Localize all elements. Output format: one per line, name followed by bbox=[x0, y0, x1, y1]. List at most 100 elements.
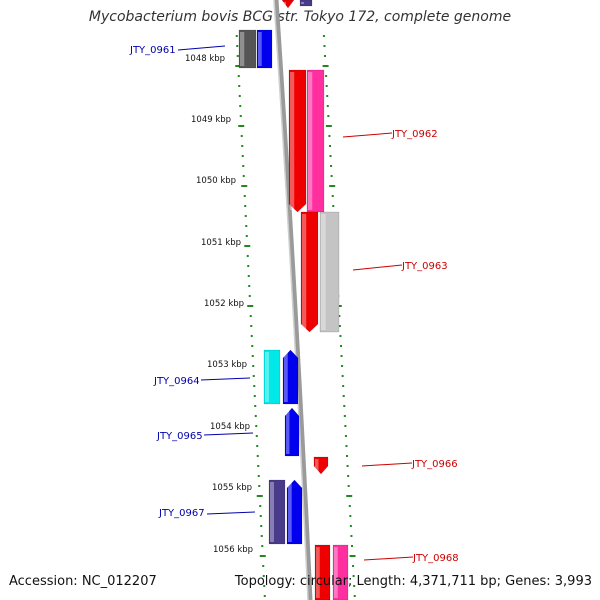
guide-dot-right bbox=[352, 565, 355, 567]
gene-label-leader bbox=[352, 264, 403, 271]
guide-dot-left bbox=[243, 195, 246, 197]
guide-dot-right bbox=[341, 375, 344, 377]
gene-jty0967-purple-shine bbox=[270, 482, 274, 542]
backbone-highlight bbox=[273, 0, 309, 600]
tick-label: 1052 kbp bbox=[204, 299, 244, 309]
guide-dot-right bbox=[353, 595, 356, 597]
guide-dot-right bbox=[330, 175, 333, 177]
guide-dot-right bbox=[325, 125, 332, 127]
guide-dot-right bbox=[349, 515, 352, 517]
guide-dot-left bbox=[258, 485, 261, 487]
guide-dot-right bbox=[340, 355, 343, 357]
gene-jty0967-blue-shine bbox=[288, 482, 292, 542]
guide-dot-left bbox=[256, 455, 259, 457]
guide-dot-left bbox=[239, 115, 242, 117]
guide-dot-left bbox=[259, 505, 262, 507]
guide-dot-left bbox=[255, 425, 258, 427]
gene-jty0967-purple bbox=[268, 479, 286, 545]
guide-dot-left bbox=[249, 315, 252, 317]
guide-dot-right bbox=[347, 475, 350, 477]
gene-jty0968-red-shine bbox=[316, 547, 320, 598]
guide-dot-left bbox=[263, 595, 266, 597]
gene-top-purple bbox=[299, 0, 313, 7]
gene-jty0968-pink-shine bbox=[334, 547, 338, 598]
guide-dot-right bbox=[353, 585, 356, 587]
guide-dot-left bbox=[254, 415, 257, 417]
gene-top-red bbox=[281, 0, 295, 9]
guide-dot-left bbox=[261, 545, 264, 547]
guide-dot-right bbox=[329, 185, 336, 187]
guide-dot-left bbox=[241, 155, 244, 157]
guide-dot-left bbox=[248, 295, 251, 297]
guide-dot-right bbox=[348, 505, 351, 507]
gene-jty0963-gray-shine bbox=[321, 214, 326, 330]
guide-dot-left bbox=[245, 225, 248, 227]
gene-label-jty_0963: JTY_0963 bbox=[401, 261, 448, 272]
gene-label-leader bbox=[361, 462, 413, 467]
guide-dot-left bbox=[252, 375, 255, 377]
guide-dot-left bbox=[250, 325, 253, 327]
tick-labels: 1048 kbp 1049 kbp 1050 kbp 1051 kbp 1052 kbp… bbox=[185, 54, 253, 555]
gene-jty0966-red bbox=[313, 456, 329, 475]
guide-dot-right bbox=[350, 545, 353, 547]
tick-label: 1048 kbp bbox=[185, 54, 225, 64]
guide-dot-left bbox=[247, 275, 250, 277]
guide-dot-right bbox=[332, 205, 335, 207]
guide-dot-right bbox=[326, 105, 329, 107]
guide-dot-left bbox=[244, 245, 251, 247]
guide-dot-right bbox=[344, 425, 347, 427]
guide-dot-left bbox=[246, 255, 249, 257]
guide-dot-right bbox=[346, 465, 349, 467]
gene-jty0961-gray-shine bbox=[240, 32, 245, 66]
gene-jty0961-gray bbox=[238, 29, 257, 69]
gene-jty0965-blue-shine bbox=[286, 410, 290, 454]
guide-dot-right bbox=[324, 55, 327, 57]
dotted-guides bbox=[235, 35, 356, 597]
gene-label-leader bbox=[206, 511, 256, 515]
guide-dot-left bbox=[242, 175, 245, 177]
gene-label-leader bbox=[363, 556, 414, 561]
gene-jty0963-gray bbox=[319, 211, 340, 333]
gene-label-jty_0965: JTY_0965 bbox=[156, 431, 203, 442]
gene-label-jty_0964: JTY_0964 bbox=[153, 376, 200, 387]
guide-dot-right bbox=[346, 455, 349, 457]
tick-label: 1056 kbp bbox=[213, 545, 253, 555]
guide-dot-left bbox=[254, 405, 257, 407]
guide-dot-left bbox=[242, 165, 245, 167]
guide-dot-right bbox=[350, 535, 353, 537]
guide-dot-right bbox=[342, 385, 345, 387]
guide-dot-right bbox=[322, 35, 325, 37]
guide-dot-right bbox=[343, 405, 346, 407]
guide-dot-right bbox=[327, 115, 330, 117]
gene-jty0962-red-shine bbox=[290, 72, 295, 210]
guide-dot-left bbox=[263, 585, 266, 587]
guide-dot-right bbox=[347, 485, 350, 487]
guide-dot-left bbox=[262, 575, 265, 577]
guide-dot-left bbox=[253, 385, 256, 387]
guide-dot-left bbox=[255, 435, 258, 437]
guide-dot-left bbox=[236, 45, 239, 47]
tick-label: 1051 kbp bbox=[201, 238, 241, 248]
accession-text: Accession: NC_012207 bbox=[9, 574, 157, 589]
gene-label-leader bbox=[177, 45, 226, 51]
guide-dot-left bbox=[247, 265, 250, 267]
guide-dot-left bbox=[244, 205, 247, 207]
guide-dot-left bbox=[257, 475, 260, 477]
gene-jty0967-blue bbox=[286, 479, 303, 545]
guide-dot-right bbox=[325, 85, 328, 87]
guide-dot-left bbox=[252, 365, 255, 367]
backbone bbox=[273, 0, 313, 600]
guide-dot-right bbox=[349, 555, 356, 557]
guide-dot-right bbox=[338, 315, 341, 317]
guide-dot-right bbox=[339, 345, 342, 347]
guide-dot-right bbox=[322, 65, 329, 67]
gene-jty0962-red bbox=[288, 69, 307, 213]
gene-jty0964-cyan bbox=[263, 349, 281, 405]
tick-label: 1049 kbp bbox=[191, 115, 231, 125]
guide-dot-right bbox=[349, 525, 352, 527]
guide-dot-right bbox=[326, 95, 329, 97]
tick-label: 1050 kbp bbox=[196, 176, 236, 186]
guide-dot-left bbox=[256, 445, 259, 447]
gene-labels: JTY_0961 JTY_0962 JTY_0963 JTY_0964 JTY_0965… bbox=[129, 45, 459, 564]
guide-dot-right bbox=[328, 135, 331, 137]
